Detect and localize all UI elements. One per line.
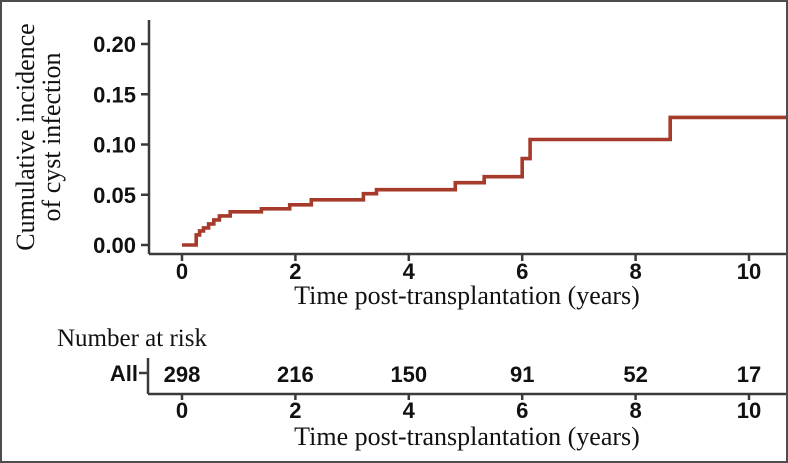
- x-axis-title: Time post-transplantation (years): [294, 281, 640, 310]
- risk-x-tick-label: 8: [629, 398, 641, 423]
- risk-x-tick-label: 6: [516, 398, 528, 423]
- y-axis-title-line2: of cyst infection: [37, 53, 66, 222]
- y-tick-label: 0.10: [93, 133, 136, 158]
- risk-count: 150: [390, 362, 427, 387]
- y-tick-label: 0.05: [93, 183, 136, 208]
- x-tick-label: 0: [176, 259, 188, 284]
- risk-count: 52: [623, 362, 647, 387]
- risk-count: 17: [737, 362, 761, 387]
- x-tick-label: 4: [403, 259, 416, 284]
- risk-x-tick-label: 4: [403, 398, 416, 423]
- y-tick-label: 0.20: [93, 32, 136, 57]
- main-plot-axes: 0.00 0.05 0.10 0.15 0.20 0 2 4 6 8 10: [93, 20, 786, 284]
- risk-x-tick-label: 0: [176, 398, 188, 423]
- risk-count: 91: [510, 362, 534, 387]
- y-tick-label: 0.00: [93, 233, 136, 258]
- risk-x-tick-label: 2: [289, 398, 301, 423]
- survival-curve: [182, 115, 786, 247]
- risk-count: 298: [164, 362, 201, 387]
- x-tick-label: 10: [737, 259, 761, 284]
- y-tick-label: 0.15: [93, 82, 136, 107]
- risk-row-label: All: [110, 361, 138, 386]
- risk-table-title: Number at risk: [57, 325, 207, 352]
- risk-x-axis-title: Time post-transplantation (years): [294, 422, 640, 451]
- x-tick-label: 6: [516, 259, 528, 284]
- y-axis-title-line1: Cumulative incidence: [11, 23, 40, 250]
- x-tick-label: 2: [289, 259, 301, 284]
- risk-table-axes: 298 0 216 2 150 4 91 6 52 8 17 10: [139, 358, 786, 423]
- x-tick-label: 8: [629, 259, 641, 284]
- risk-x-tick-label: 10: [737, 398, 761, 423]
- risk-count: 216: [277, 362, 314, 387]
